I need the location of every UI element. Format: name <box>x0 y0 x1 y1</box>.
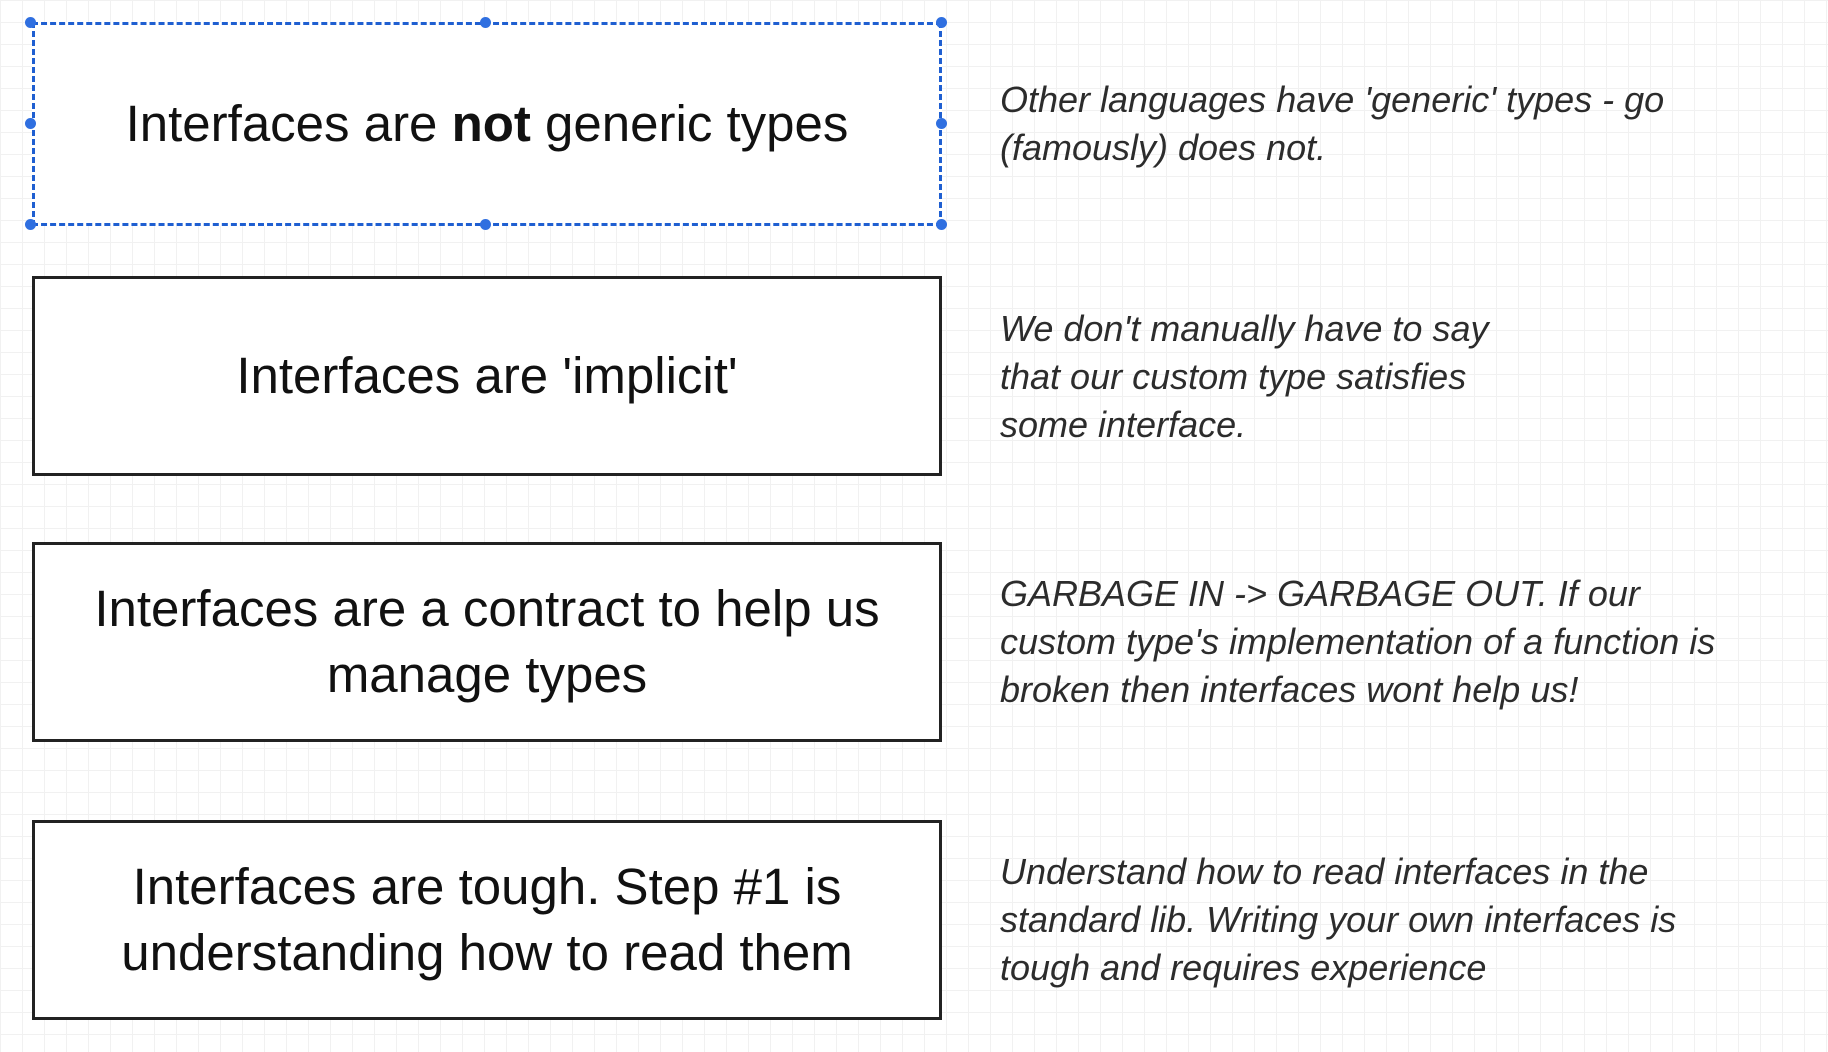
selection-handle-top-right[interactable] <box>936 17 947 28</box>
selection-handle-middle-right[interactable] <box>936 118 947 129</box>
box-contract[interactable]: Interfaces are a contract to help us man… <box>32 542 942 742</box>
box-not-generic-types-text: Interfaces are not generic types <box>125 94 849 152</box>
box-contract-text: Interfaces are a contract to help us man… <box>94 579 880 703</box>
selection-handle-bottom-right[interactable] <box>936 219 947 230</box>
bold-not-text: not <box>451 94 531 152</box>
box-implicit-text: Interfaces are 'implicit' <box>236 346 738 404</box>
selection-handle-middle-left[interactable] <box>25 118 36 129</box>
box-tough[interactable]: Interfaces are tough. Step #1 is underst… <box>32 820 942 1020</box>
note-implicit[interactable]: We don't manually have to say that our c… <box>1000 308 1489 445</box>
selection-handle-top-middle[interactable] <box>480 17 491 28</box>
note-generic-types[interactable]: Other languages have 'generic' types - g… <box>1000 79 1665 168</box>
box-not-generic-types[interactable]: Interfaces are not generic types <box>32 22 942 226</box>
selection-handle-bottom-middle[interactable] <box>480 219 491 230</box>
selection-handle-top-left[interactable] <box>25 17 36 28</box>
note-standard-lib[interactable]: Understand how to read interfaces in the… <box>1000 851 1677 988</box>
note-garbage-in-out[interactable]: GARBAGE IN -> GARBAGE OUT. If our custom… <box>1000 573 1716 710</box>
box-implicit[interactable]: Interfaces are 'implicit' <box>32 276 942 476</box>
box-tough-text: Interfaces are tough. Step #1 is underst… <box>121 857 853 981</box>
selection-handle-bottom-left[interactable] <box>25 219 36 230</box>
